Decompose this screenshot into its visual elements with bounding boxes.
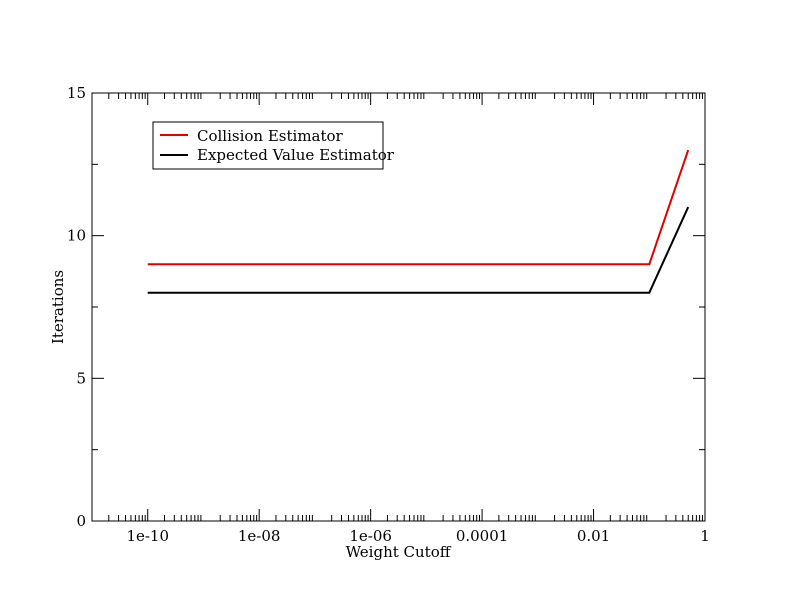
y-tick-label: 5 [76,369,86,387]
x-tick-label: 1e-10 [126,527,169,545]
x-tick-labels: 1e-10 1e-08 1e-06 0.0001 0.01 1 [126,527,709,545]
x-tick-label: 0.0001 [456,527,509,545]
x-tick-label: 1e-08 [238,527,281,545]
minor-ticks [92,93,705,521]
series-line-expected-value [147,206,690,294]
series-line-collision [147,149,690,266]
y-tick-label: 0 [76,512,86,530]
x-tick-label: 1e-06 [349,527,392,545]
legend-box [152,121,384,170]
legend-label-collision: Collision Estimator [197,127,344,145]
legend: Collision Estimator Expected Value Estim… [152,121,395,170]
y-tick-labels: 0 5 10 15 [67,84,86,530]
y-tick-label: 10 [67,227,86,245]
legend-label-expected-value: Expected Value Estimator [197,146,395,164]
y-axis-label: Iterations [49,270,67,344]
x-tick-label: 1 [700,527,710,545]
series-lines [147,149,690,294]
y-tick-label: 15 [67,84,86,102]
x-tick-label: 0.01 [577,527,610,545]
x-axis-label: Weight Cutoff [346,543,452,561]
major-ticks [92,92,706,522]
